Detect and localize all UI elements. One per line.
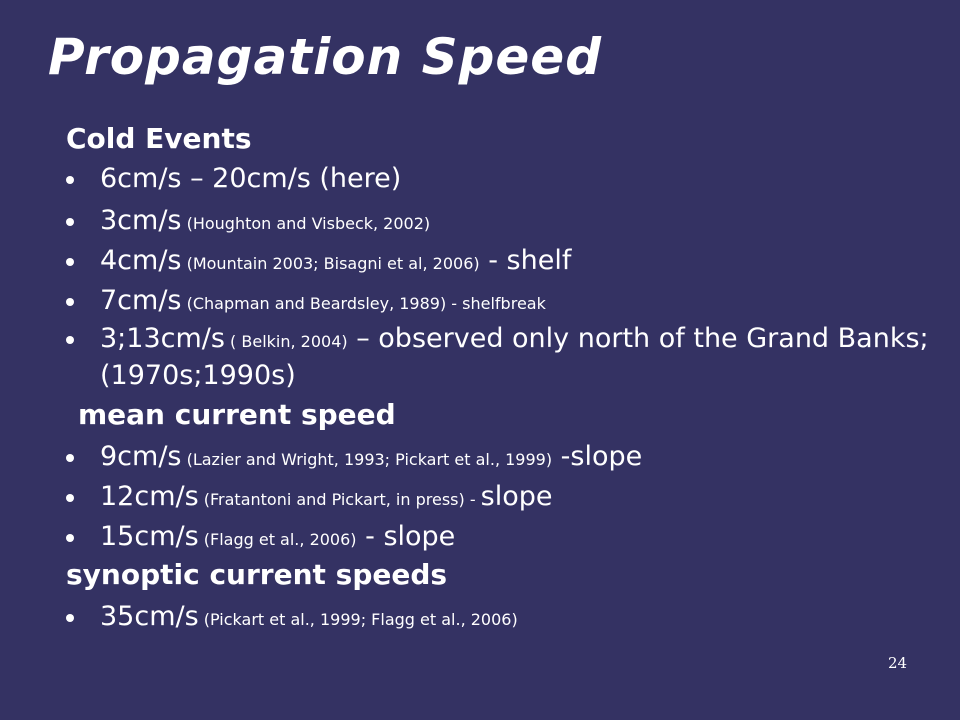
bullet-dot-icon (66, 534, 74, 542)
bullet-dot-icon (66, 258, 74, 266)
section-heading-mean-current: mean current speed (78, 398, 396, 431)
bullet-main: 7cm/s (100, 285, 182, 316)
bullet-main: 4cm/s (100, 245, 182, 276)
page-number: 24 (888, 654, 908, 672)
bullet-dot-icon (66, 336, 74, 344)
bullet-dot-icon (66, 494, 74, 502)
bullet-main: 12cm/s (100, 481, 199, 512)
bullet-main: 9cm/s (100, 441, 182, 472)
bullet-dot-icon (66, 176, 74, 184)
section-heading-synoptic: synoptic current speeds (66, 558, 448, 591)
bullet-dot-icon (66, 454, 74, 462)
slide-title: Propagation Speed (48, 28, 602, 86)
bullet-reference: (Pickart et al., 1999; Flagg et al., 200… (198, 610, 518, 629)
bullet-dot-icon (66, 298, 74, 306)
bullet-tail: slope (480, 481, 553, 512)
bullet-dot-icon (66, 218, 74, 226)
bullet-main: 3cm/s (100, 205, 182, 236)
section-heading-cold-events: Cold Events (66, 122, 252, 155)
bullet-main: 15cm/s (100, 521, 199, 552)
bullet-reference: (Lazier and Wright, 1993; Pickart et al.… (181, 450, 553, 469)
bullet-reference: (Mountain 2003; Bisagni et al, 2006) (181, 254, 480, 273)
bullet-main: 6cm/s – 20cm/s (here) (100, 163, 402, 194)
bullet-main: 3;13cm/s (100, 323, 225, 354)
bullet-reference: ( Belkin, 2004) (224, 332, 348, 351)
bullet-tail: – observed only north of the Grand Banks… (100, 323, 929, 391)
bullet-tail: - slope (356, 521, 456, 552)
bullet-reference: (Fratantoni and Pickart, in press) - (198, 490, 481, 509)
bullet-tail: -slope (552, 441, 643, 472)
bullet-tail: - shelf (479, 245, 572, 276)
bullet-reference: (Houghton and Visbeck, 2002) (181, 214, 431, 233)
bullet-reference: (Chapman and Beardsley, 1989) - shelfbre… (181, 294, 546, 313)
bullet-reference: (Flagg et al., 2006) (198, 530, 357, 549)
bullet-dot-icon (66, 614, 74, 622)
bullet-main: 35cm/s (100, 601, 199, 632)
